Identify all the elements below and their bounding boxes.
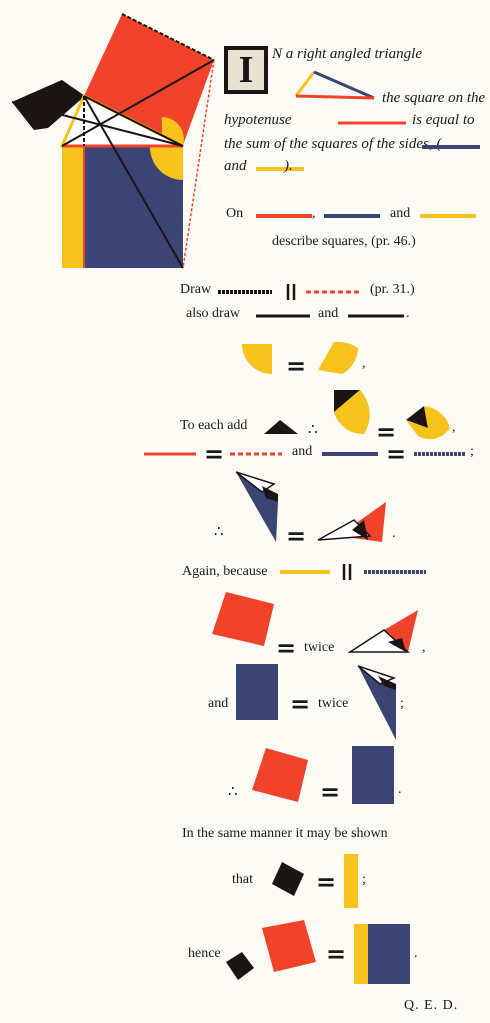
drop-cap-letter: I xyxy=(228,50,264,90)
equals-sign: = xyxy=(316,868,337,896)
draw-red-dashed xyxy=(306,290,362,294)
black-square-1 xyxy=(272,862,304,896)
blue-rect-1 xyxy=(236,664,278,720)
combined-squares xyxy=(226,920,316,980)
again-text: Again, because xyxy=(182,564,268,579)
step6-comma: , xyxy=(422,640,426,655)
drop-cap: I xyxy=(224,46,268,94)
triangle-blue-white xyxy=(357,665,397,740)
triangle-icon xyxy=(294,70,375,100)
step3-and: and xyxy=(292,444,313,459)
on-yellow-line xyxy=(420,214,476,218)
step11-period: . xyxy=(414,946,418,961)
twice-text: twice xyxy=(304,640,335,655)
describe-text: describe squares, (pr. 46.) xyxy=(272,234,416,249)
step1-comma: , xyxy=(362,356,366,371)
on-blue-line xyxy=(324,214,380,218)
draw-ref: (pr. 31.) xyxy=(370,282,415,297)
step2-comma: , xyxy=(452,420,456,435)
therefore-symbol: ∴ xyxy=(228,784,238,800)
red-line-icon xyxy=(338,121,406,125)
black-triangle-icon xyxy=(264,420,298,434)
blue-rect-2 xyxy=(352,746,394,804)
equals-sign: = xyxy=(286,352,307,380)
intro-line6a: and xyxy=(224,158,247,174)
equals-sign: = xyxy=(276,634,297,662)
also-black-line1 xyxy=(256,314,310,318)
step3-blue-dotted xyxy=(414,452,466,456)
draw-text: Draw xyxy=(180,282,212,297)
that-text: that xyxy=(232,872,253,887)
hence-text: hence xyxy=(188,946,221,961)
qed-text: Q. E. D. xyxy=(404,998,459,1013)
yellow-line-icon xyxy=(256,167,304,171)
intro-line5: the sum of the squares of the sides, ( xyxy=(224,136,442,152)
step3-blue-line xyxy=(322,452,378,456)
sector-yellow-1 xyxy=(242,344,272,374)
twice-text: twice xyxy=(318,696,349,711)
red-square-1 xyxy=(212,592,274,646)
draw-lines xyxy=(218,284,296,300)
also-text: also draw xyxy=(186,306,241,321)
step3-red-line xyxy=(144,452,196,456)
triangle-red-white xyxy=(347,610,418,653)
equals-sign: = xyxy=(326,940,347,968)
on-red-line xyxy=(256,214,312,218)
blue-rect-3 xyxy=(368,924,410,984)
equals-sign: = xyxy=(204,440,225,468)
intro-line2: the square on the xyxy=(382,90,486,106)
blue-line-icon xyxy=(422,145,480,149)
step8-period: . xyxy=(398,782,402,797)
triangle-blue-black xyxy=(235,471,278,542)
step7-and: and xyxy=(208,696,229,711)
sector-black-yellow-1 xyxy=(334,390,370,435)
equals-sign: = xyxy=(290,690,311,718)
intro-line1: N a right angled triangle xyxy=(272,46,422,62)
yellow-square xyxy=(62,146,84,268)
hypotenuse-square xyxy=(84,14,214,145)
intro-line3: hypotenuse xyxy=(224,112,292,128)
step7-semicolon: ; xyxy=(400,696,404,711)
triangle-red-black xyxy=(317,502,386,542)
therefore-symbol: ∴ xyxy=(308,422,318,438)
also-black-line2 xyxy=(348,314,404,318)
yellow-rect-2 xyxy=(354,924,368,984)
on-comma: , xyxy=(312,206,316,221)
on-and: and xyxy=(390,206,411,221)
intro-line6b: ). xyxy=(284,158,293,174)
equals-sign: = xyxy=(320,778,341,806)
equals-sign: = xyxy=(376,418,397,446)
step3-semicolon: ; xyxy=(470,444,474,459)
red-square-2 xyxy=(252,748,308,802)
step3-red-dashed xyxy=(230,452,282,456)
yellow-rect-1 xyxy=(344,854,358,908)
equals-sign: = xyxy=(286,522,307,550)
equals-sign: = xyxy=(386,440,407,468)
also-and: and xyxy=(318,306,339,321)
therefore-symbol: ∴ xyxy=(214,524,224,540)
sector-yellow-2 xyxy=(318,341,358,374)
sector-black-yellow-2 xyxy=(406,406,450,440)
intro-line4: is equal to xyxy=(412,112,475,128)
same-manner-text: In the same manner it may be shown xyxy=(182,826,388,841)
on-text: On xyxy=(226,206,244,221)
also-period: . xyxy=(406,306,410,321)
step10-semicolon: ; xyxy=(362,872,366,887)
step5-lines xyxy=(280,564,426,580)
step4-period: . xyxy=(392,526,396,541)
to-each-text: To each add xyxy=(180,418,248,433)
